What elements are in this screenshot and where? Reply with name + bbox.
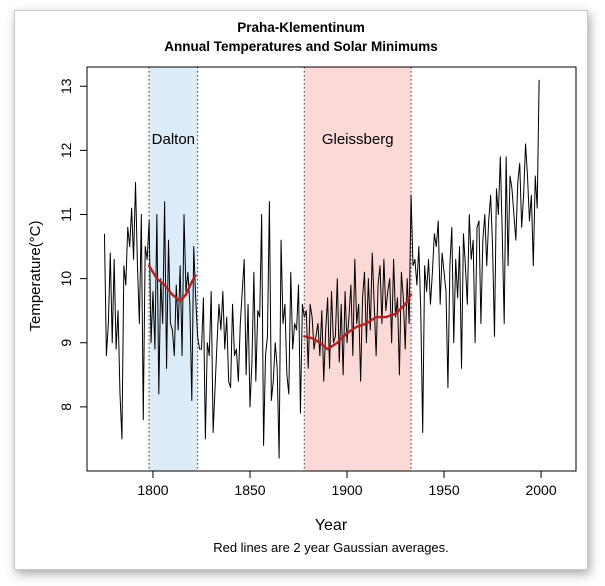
- y-tick-label: 10: [58, 271, 74, 287]
- gaussian-average-line: [303, 293, 413, 351]
- x-tick-label: 1850: [234, 482, 265, 498]
- x-tick-label: 1900: [331, 482, 362, 498]
- chart-title-line2: Annual Temperatures and Solar Minimums: [164, 39, 438, 54]
- y-tick-label: 8: [58, 403, 74, 411]
- dalton-region-label: Dalton: [152, 131, 195, 148]
- y-tick-label: 11: [58, 207, 74, 222]
- temperature-chart: Dalton Gleissberg 1800 1850 1900 1950 2000 8 9…: [27, 20, 577, 555]
- temperature-series: [103, 79, 540, 459]
- chart-title-line1: Praha-Klementinum: [237, 20, 365, 35]
- annual-temperature-line: [103, 79, 540, 459]
- y-axis-label: Temperature(°C): [27, 220, 44, 331]
- gleissberg-region-label: Gleissberg: [322, 131, 394, 148]
- chart-card: Dalton Gleissberg 1800 1850 1900 1950 2000 8 9…: [14, 10, 588, 570]
- y-axis-ticks: 8 9 10 11 12 13: [58, 78, 88, 411]
- x-tick-label: 1950: [428, 482, 459, 498]
- chart-caption: Red lines are 2 year Gaussian averages.: [213, 540, 449, 555]
- gaussian-average-line: [147, 264, 197, 303]
- x-tick-label: 1800: [137, 482, 168, 498]
- y-tick-label: 9: [58, 339, 74, 347]
- plot-frame: [86, 66, 577, 472]
- y-tick-label: 13: [58, 78, 74, 94]
- gaussian-average-lines: [147, 264, 413, 351]
- x-axis-label: Year: [315, 517, 348, 534]
- gleissberg-region: [304, 67, 412, 471]
- y-tick-label: 12: [58, 142, 74, 158]
- x-tick-label: 2000: [525, 482, 556, 498]
- x-axis-ticks: 1800 1850 1900 1950 2000: [137, 470, 557, 498]
